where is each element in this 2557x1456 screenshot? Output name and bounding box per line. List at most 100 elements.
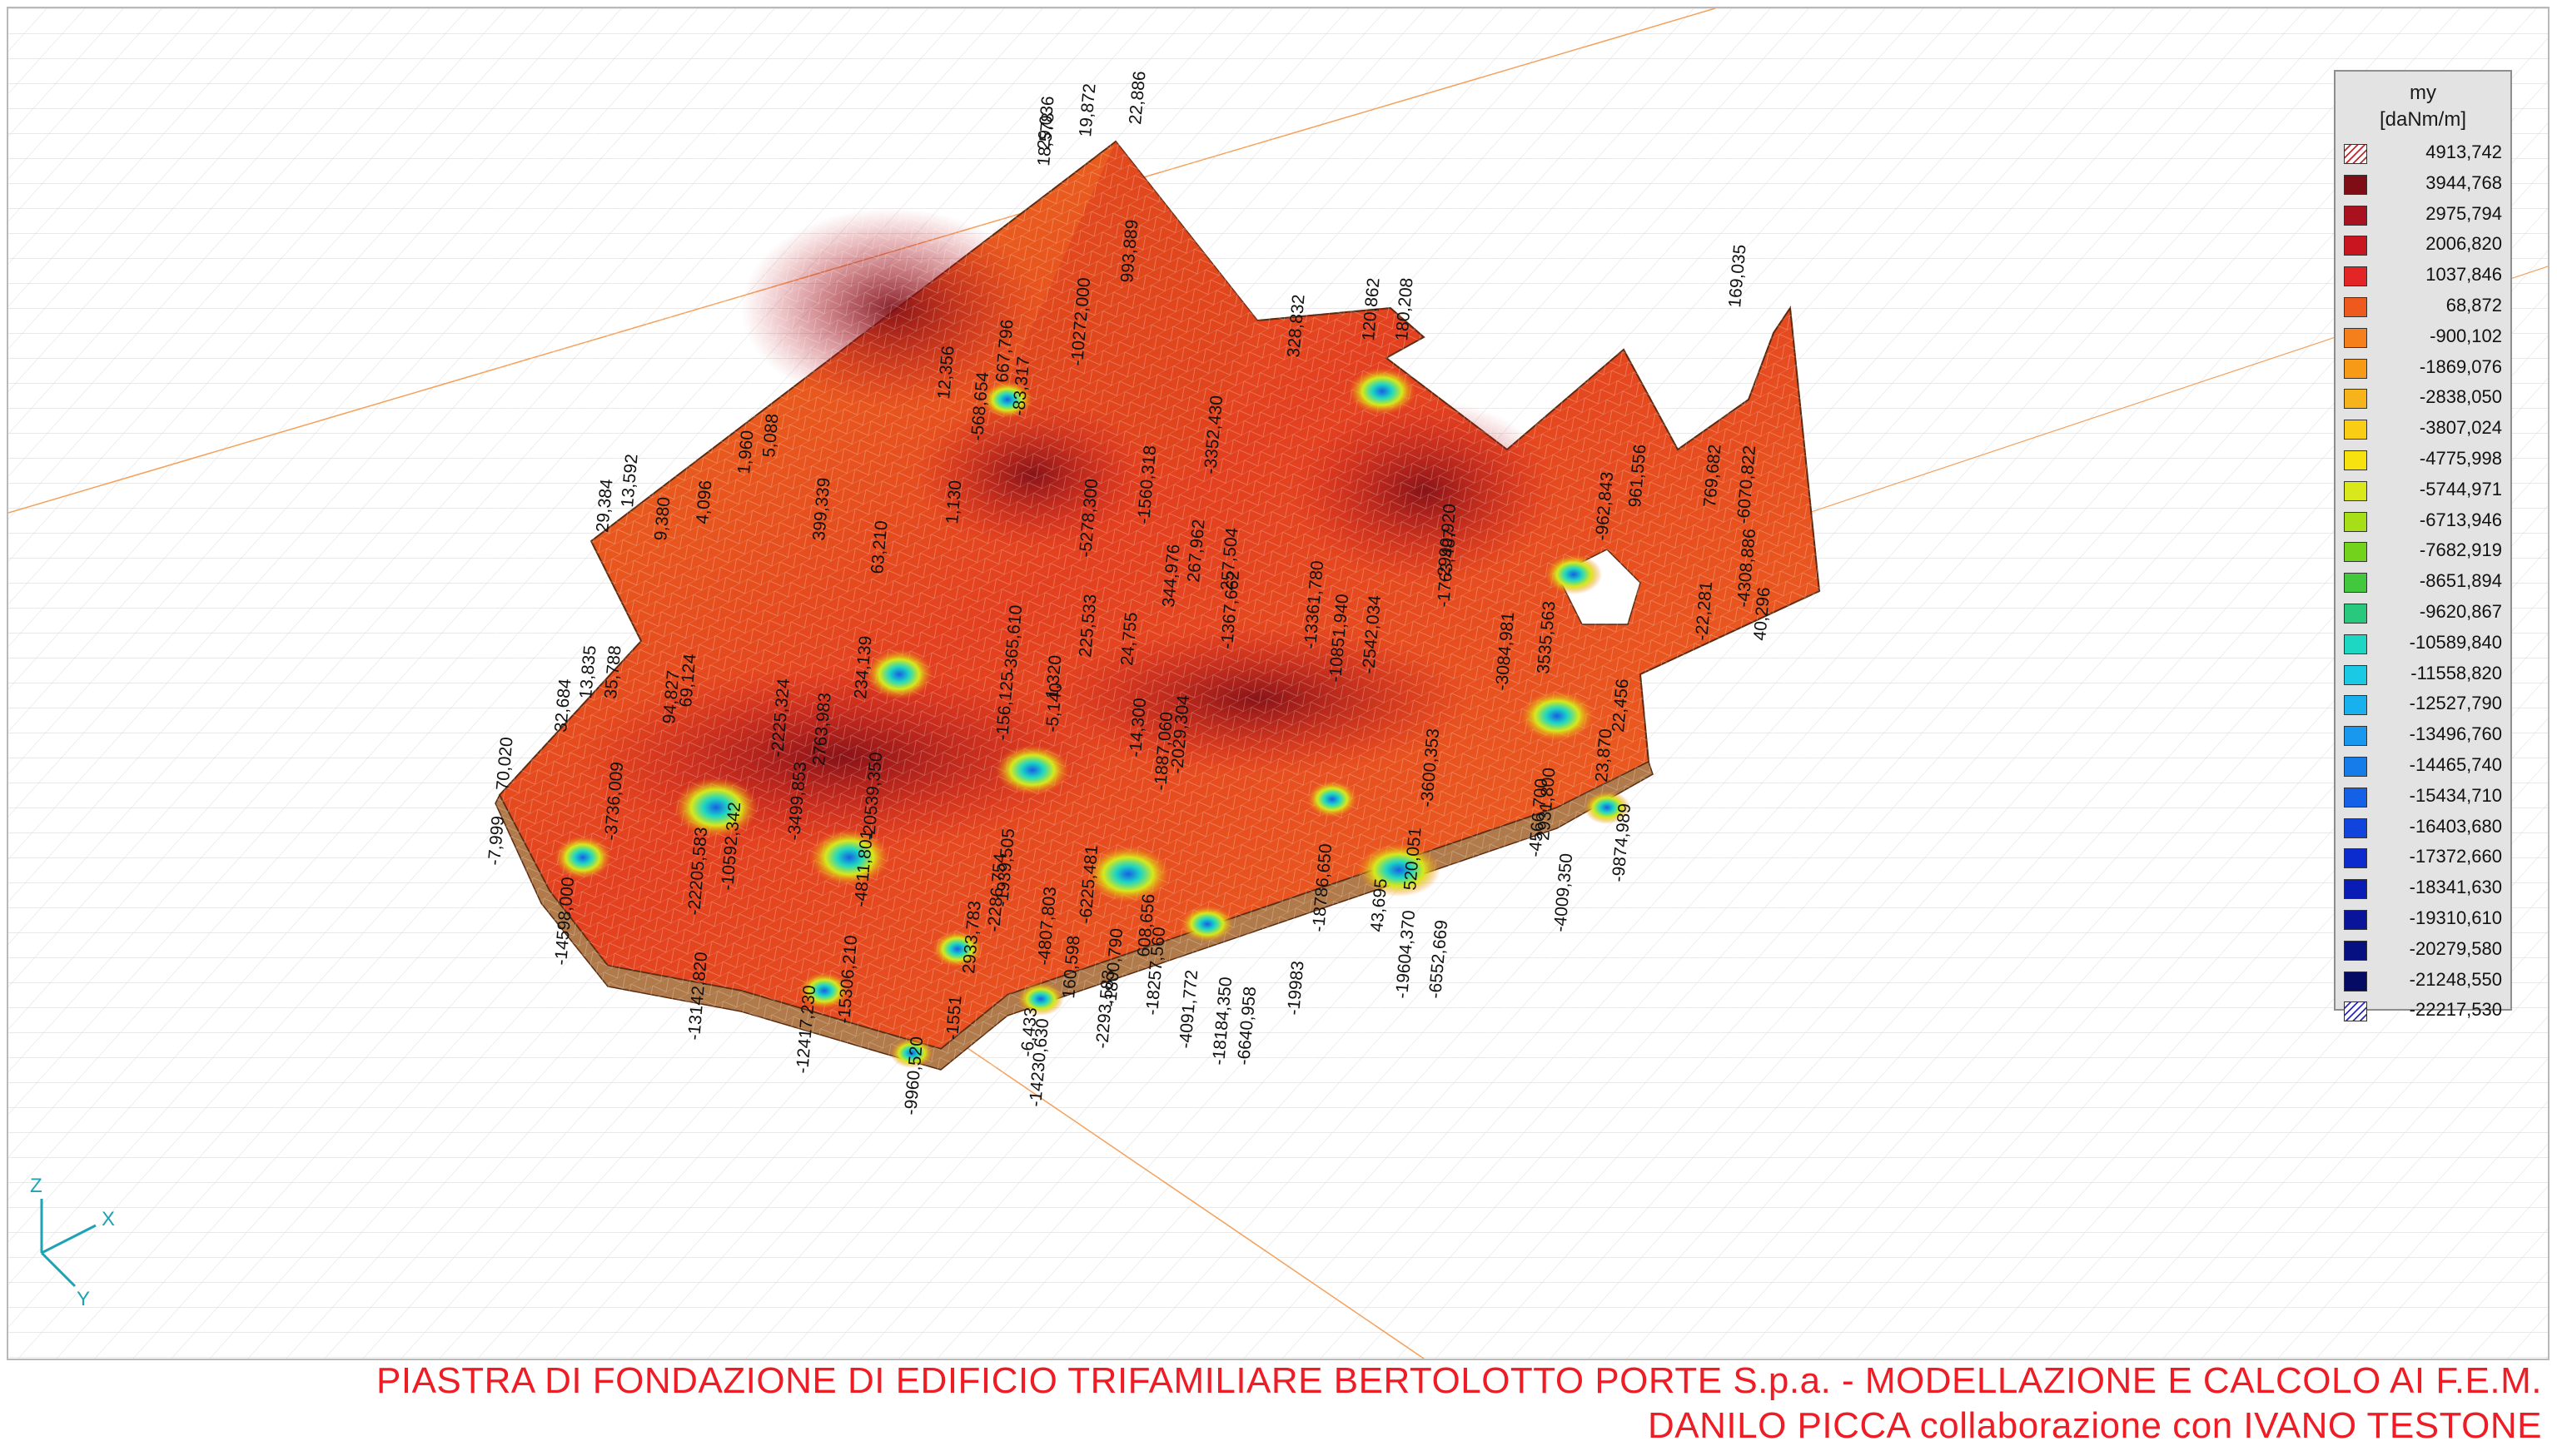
- legend-row: -10589,840: [2344, 629, 2507, 657]
- model-viewport[interactable]: 22,886 19,872 29,036 18,578 993,889 120,862 18…: [7, 7, 2550, 1360]
- value-label: 94,827: [659, 669, 684, 724]
- legend-row: -9620,867: [2344, 598, 2507, 626]
- legend-row: -6713,946: [2344, 506, 2507, 534]
- legend-value: -6713,946: [2419, 509, 2502, 530]
- value-label: 19,872: [1076, 82, 1100, 137]
- value-label: 18,578: [1034, 112, 1058, 166]
- legend-swatch: [2344, 604, 2367, 624]
- legend-swatch: [2344, 174, 2367, 195]
- legend-swatch: [2344, 787, 2367, 808]
- foundation-plate: [475, 133, 1823, 1074]
- legend-swatch: [2344, 634, 2367, 654]
- legend-value: -16403,680: [2409, 815, 2502, 837]
- legend-value: 2006,820: [2425, 233, 2502, 255]
- legend-row: -16403,680: [2344, 812, 2507, 841]
- value-label: 43,695: [1367, 877, 1391, 932]
- legend-swatch: [2344, 573, 2367, 594]
- value-label: 29,384: [593, 478, 617, 533]
- legend-value: 4913,742: [2425, 142, 2502, 162]
- legend-value: -22217,530: [2409, 999, 2502, 1021]
- legend-row: -15434,710: [2344, 782, 2507, 810]
- legend-value: -10589,840: [2409, 631, 2502, 653]
- legend-swatch: [2344, 726, 2367, 747]
- value-label: 22,886: [1126, 70, 1150, 125]
- legend-value: -21248,550: [2409, 968, 2502, 990]
- legend-value: -17372,660: [2409, 846, 2502, 867]
- color-legend: my [daNm/m] 4913,742 3944,768 2975,794 2006…: [2334, 70, 2512, 1022]
- legend-row: -4775,998: [2344, 445, 2507, 473]
- value-label: 13,592: [618, 453, 642, 508]
- legend-value: -12527,790: [2409, 693, 2502, 714]
- legend-row: 3944,768: [2344, 169, 2507, 197]
- legend-row: 68,872: [2344, 291, 2507, 320]
- legend-row: -8651,894: [2344, 567, 2507, 595]
- legend-swatch: [2344, 420, 2367, 440]
- legend-value: -900,102: [2430, 325, 2502, 346]
- legend-value: -5744,971: [2419, 478, 2502, 499]
- legend-row: -21248,550: [2344, 966, 2507, 994]
- value-label: 5,088: [759, 413, 782, 458]
- value-label: 70,020: [493, 736, 517, 791]
- mesh-overlay: [475, 133, 1823, 1074]
- legend-swatch: [2344, 144, 2367, 164]
- legend-value: 68,872: [2445, 295, 2502, 316]
- value-label: -6,433: [1017, 1006, 1041, 1057]
- value-label: 4,096: [693, 480, 715, 524]
- legend-value: -3807,024: [2419, 417, 2502, 439]
- legend-value: 3944,768: [2425, 171, 2502, 193]
- legend-swatch: [2344, 940, 2367, 961]
- legend-row: -14465,740: [2344, 751, 2507, 779]
- value-label: 29,036: [1034, 95, 1058, 150]
- legend-value: -15434,710: [2409, 784, 2502, 806]
- axis-x-label: X: [102, 1208, 115, 1230]
- legend-row: -20279,580: [2344, 935, 2507, 963]
- legend-swatch: [2344, 266, 2367, 287]
- value-label: 22,456: [1609, 678, 1633, 733]
- value-label: -1551: [943, 995, 966, 1041]
- value-label: -5,140: [1042, 682, 1066, 733]
- value-label: -7,999: [485, 815, 508, 866]
- legend-row: -17372,660: [2344, 842, 2507, 871]
- legend-value: 1037,846: [2425, 264, 2502, 286]
- legend-unit: [daNm/m]: [2379, 108, 2466, 131]
- legend-row: -12527,790: [2344, 689, 2507, 718]
- value-label: 63,210: [868, 519, 892, 574]
- legend-swatch: [2344, 297, 2367, 317]
- legend-value: -18341,630: [2409, 877, 2502, 898]
- caption-title: PIASTRA DI FONDAZIONE DI EDIFICIO TRIFAM…: [376, 1360, 2542, 1401]
- legend-swatch: [2344, 358, 2367, 379]
- legend-value: -20279,580: [2409, 937, 2502, 959]
- value-label: 23,870: [1592, 728, 1616, 783]
- value-label: 32,684: [551, 678, 575, 733]
- legend-value: -19310,610: [2409, 907, 2502, 928]
- value-label: 40,296: [1750, 586, 1774, 641]
- legend-value: -13496,760: [2409, 723, 2502, 745]
- legend-value: -8651,894: [2419, 570, 2502, 592]
- legend-swatch: [2344, 327, 2367, 348]
- legend-swatch: [2344, 389, 2367, 410]
- caption-authors: DANILO PICCA collaborazione con IVANO TE…: [1647, 1405, 2542, 1446]
- legend-row: -900,102: [2344, 322, 2507, 350]
- legend-swatch: [2344, 695, 2367, 716]
- axis-y-label: Y: [77, 1288, 90, 1307]
- legend-row: -2838,050: [2344, 383, 2507, 411]
- legend-row: 2975,794: [2344, 200, 2507, 228]
- legend-swatch: [2344, 236, 2367, 256]
- legend-swatch: [2344, 910, 2367, 930]
- legend-swatch: [2344, 848, 2367, 869]
- legend-swatch: [2344, 511, 2367, 532]
- legend-row: 2006,820: [2344, 230, 2507, 258]
- legend-title: my [daNm/m]: [2336, 80, 2510, 133]
- value-label: 24,755: [1117, 611, 1142, 666]
- legend-value: -2838,050: [2419, 386, 2502, 408]
- value-label: 35,788: [601, 644, 625, 699]
- value-label: 1,960: [734, 430, 757, 475]
- legend-value: -9620,867: [2419, 601, 2502, 622]
- legend-row: -22217,530: [2344, 996, 2507, 1024]
- legend-value: -11558,820: [2410, 662, 2502, 683]
- legend-row: -18341,630: [2344, 873, 2507, 902]
- legend-swatch: [2344, 205, 2367, 226]
- legend-row: -13496,760: [2344, 720, 2507, 748]
- legend-row: -1869,076: [2344, 353, 2507, 381]
